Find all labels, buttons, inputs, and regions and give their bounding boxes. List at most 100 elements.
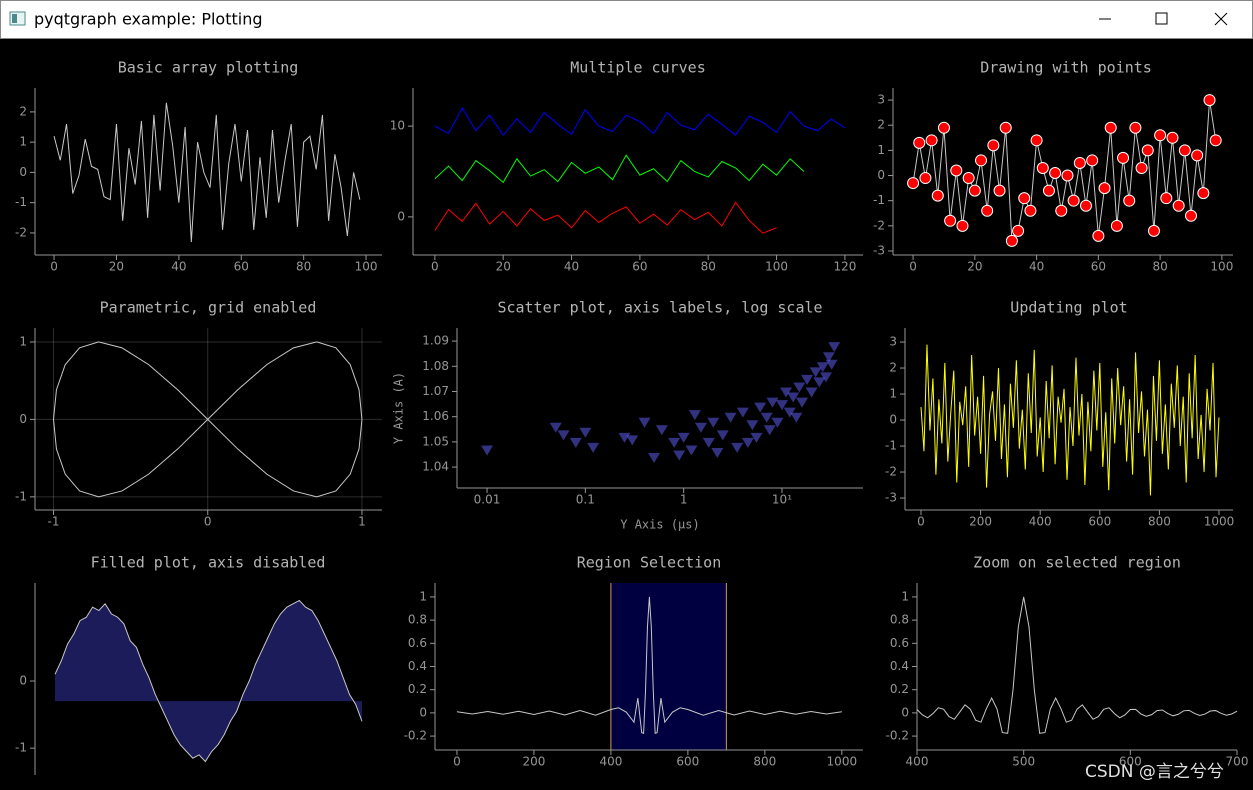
y-tick-label: -2	[15, 225, 27, 239]
scatter-point	[694, 422, 707, 433]
plot: Filled plot, axis disabled -1 0	[15, 554, 363, 775]
minimize-button[interactable]	[1080, 1, 1130, 37]
y-tick-label: -0.2	[886, 729, 909, 743]
scatter-point	[685, 445, 698, 456]
y-tick-label: -1	[15, 489, 27, 503]
point	[944, 214, 957, 227]
point	[1080, 199, 1093, 212]
y-tick-label: -2	[873, 218, 885, 232]
y-tick-label: 0.4	[408, 659, 427, 673]
y-axis-label: Y Axis (A)	[392, 372, 406, 444]
scatter-point	[688, 410, 701, 421]
y-tick-label: 3	[877, 93, 885, 107]
scatter-point	[783, 407, 796, 418]
x-tick-label: 0	[917, 515, 925, 529]
point	[1135, 161, 1148, 174]
line	[916, 596, 1238, 734]
line	[53, 102, 361, 243]
x-tick-label: 20	[109, 260, 124, 274]
plot: Region Selection -0.2 0 0.2 0.4 0.6 0.8 1 0 200 40…	[404, 554, 863, 769]
maximize-button[interactable]	[1135, 1, 1185, 37]
plot-title: Parametric, grid enabled	[100, 299, 317, 317]
x-tick-label: 400	[1029, 515, 1052, 529]
scatter-point	[793, 382, 806, 393]
region	[610, 583, 727, 750]
point	[925, 134, 938, 147]
scatter-point	[787, 392, 800, 403]
scatter-point	[801, 374, 814, 385]
plot-title: Updating plot	[1010, 299, 1127, 317]
scatter-point	[746, 420, 759, 431]
x-tick-label: 40	[171, 260, 186, 274]
x-tick-label: 100	[765, 260, 788, 274]
x-tick-label: 10¹	[772, 493, 792, 507]
x-tick-label: 20	[496, 260, 511, 274]
point	[1172, 199, 1185, 212]
y-tick-label: -1	[15, 195, 27, 209]
x-tick-label: 0	[431, 260, 439, 274]
point	[1055, 204, 1068, 217]
plot-title: Region Selection	[577, 554, 722, 572]
title-bar	[0, 0, 1253, 39]
x-tick-label: 80	[296, 260, 311, 274]
scatter-point	[780, 387, 793, 398]
point	[956, 219, 969, 232]
scatter-point	[805, 387, 818, 398]
plot: Zoom on selected region -0.2 0 0.2 0.4 0.6 0.8…	[886, 554, 1249, 769]
scatter-point	[549, 422, 562, 433]
point	[1098, 182, 1111, 195]
y-tick-label: 1.07	[422, 384, 449, 398]
scatter-point	[587, 442, 600, 453]
y-tick-label: 0.8	[408, 613, 427, 627]
scatter-point	[796, 397, 809, 408]
watermark: CSDN @言之兮兮	[1085, 762, 1224, 782]
scatter-point	[754, 402, 767, 413]
point	[1191, 149, 1204, 162]
line	[434, 201, 777, 234]
y-tick-label: -1	[15, 741, 27, 755]
point	[968, 184, 981, 197]
point	[962, 172, 975, 185]
scatter-point	[809, 367, 822, 378]
point	[1036, 161, 1049, 174]
point	[1178, 144, 1191, 157]
x-tick-label: 1000	[827, 755, 858, 769]
point	[1061, 169, 1074, 182]
point	[1110, 219, 1123, 232]
x-tick-label: 40	[564, 260, 579, 274]
y-tick-label: -0.2	[404, 729, 427, 743]
y-tick-label: 0	[19, 674, 27, 688]
app-icon	[9, 11, 26, 26]
close-button[interactable]	[1192, 1, 1250, 37]
line	[434, 106, 846, 137]
point	[1018, 192, 1031, 205]
y-tick-label: 0.8	[890, 613, 909, 627]
point	[999, 121, 1012, 134]
point	[1030, 134, 1043, 147]
plot-title: Multiple curves	[570, 59, 705, 77]
y-tick-label: 0	[397, 209, 405, 223]
x-tick-label: 400	[599, 755, 622, 769]
scatter-point	[816, 362, 829, 373]
area	[55, 600, 362, 762]
x-tick-label: 100	[355, 260, 378, 274]
y-tick-label: -1	[873, 193, 885, 207]
scatter-point	[736, 407, 749, 418]
y-tick-label: -1	[885, 439, 897, 453]
plot: Scatter plot, axis labels, log scale 1.04…	[392, 299, 863, 532]
y-tick-label: 2	[877, 118, 885, 132]
point	[1197, 187, 1210, 200]
y-tick-label: 1	[19, 135, 27, 149]
x-tick-label: 0	[453, 755, 461, 769]
point	[913, 136, 926, 149]
x-axis-label: Y Axis (µs)	[620, 518, 699, 532]
x-tick-label: 60	[632, 260, 647, 274]
scatter-point	[813, 377, 826, 388]
point	[1067, 194, 1080, 207]
x-tick-label: 600	[1088, 515, 1111, 529]
scatter-point	[668, 437, 681, 448]
line	[53, 341, 363, 498]
window-title: pyqtgraph example: Plotting	[34, 10, 263, 29]
y-tick-label: 10	[390, 119, 405, 133]
